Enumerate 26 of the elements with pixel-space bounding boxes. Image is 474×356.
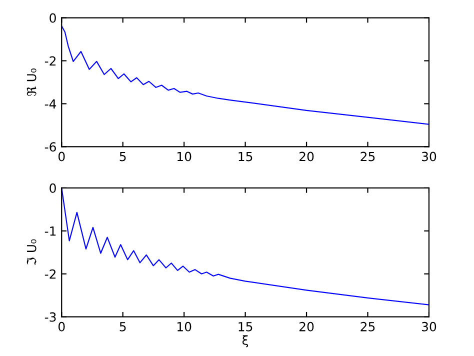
y-tick-label: -2 [44, 269, 56, 279]
x-axis-title: ξ [242, 335, 248, 348]
x-tick-label: 30 [422, 152, 436, 162]
y-tick-label: -6 [44, 142, 56, 152]
x-tick-label: 5 [120, 322, 126, 332]
x-tick-label: 10 [177, 152, 192, 162]
x-tick-label: 20 [299, 152, 314, 162]
x-tick-label: 0 [58, 152, 65, 162]
x-tick-label: 20 [299, 322, 314, 332]
y-tick-label: 0 [50, 13, 56, 23]
x-tick-label: 30 [422, 322, 436, 332]
x-tick-label: 5 [120, 152, 126, 162]
y-tick-label: -1 [44, 226, 56, 236]
x-tick-label: 25 [360, 152, 375, 162]
x-tick-label: 10 [177, 322, 192, 332]
x-tick-label: 0 [58, 322, 65, 332]
y-tick-label: 0 [50, 183, 56, 193]
y-tick-label: -4 [44, 99, 56, 108]
y-axis-title: ℑ U₀ [26, 239, 36, 266]
x-tick-label: 15 [238, 322, 252, 332]
x-tick-label: 15 [238, 152, 252, 162]
y-tick-label: -2 [44, 56, 56, 66]
y-tick-label: -3 [44, 312, 56, 322]
line-series [62, 25, 429, 125]
y-axis-title: ℜ U₀ [26, 68, 36, 96]
x-tick-label: 25 [360, 322, 375, 332]
